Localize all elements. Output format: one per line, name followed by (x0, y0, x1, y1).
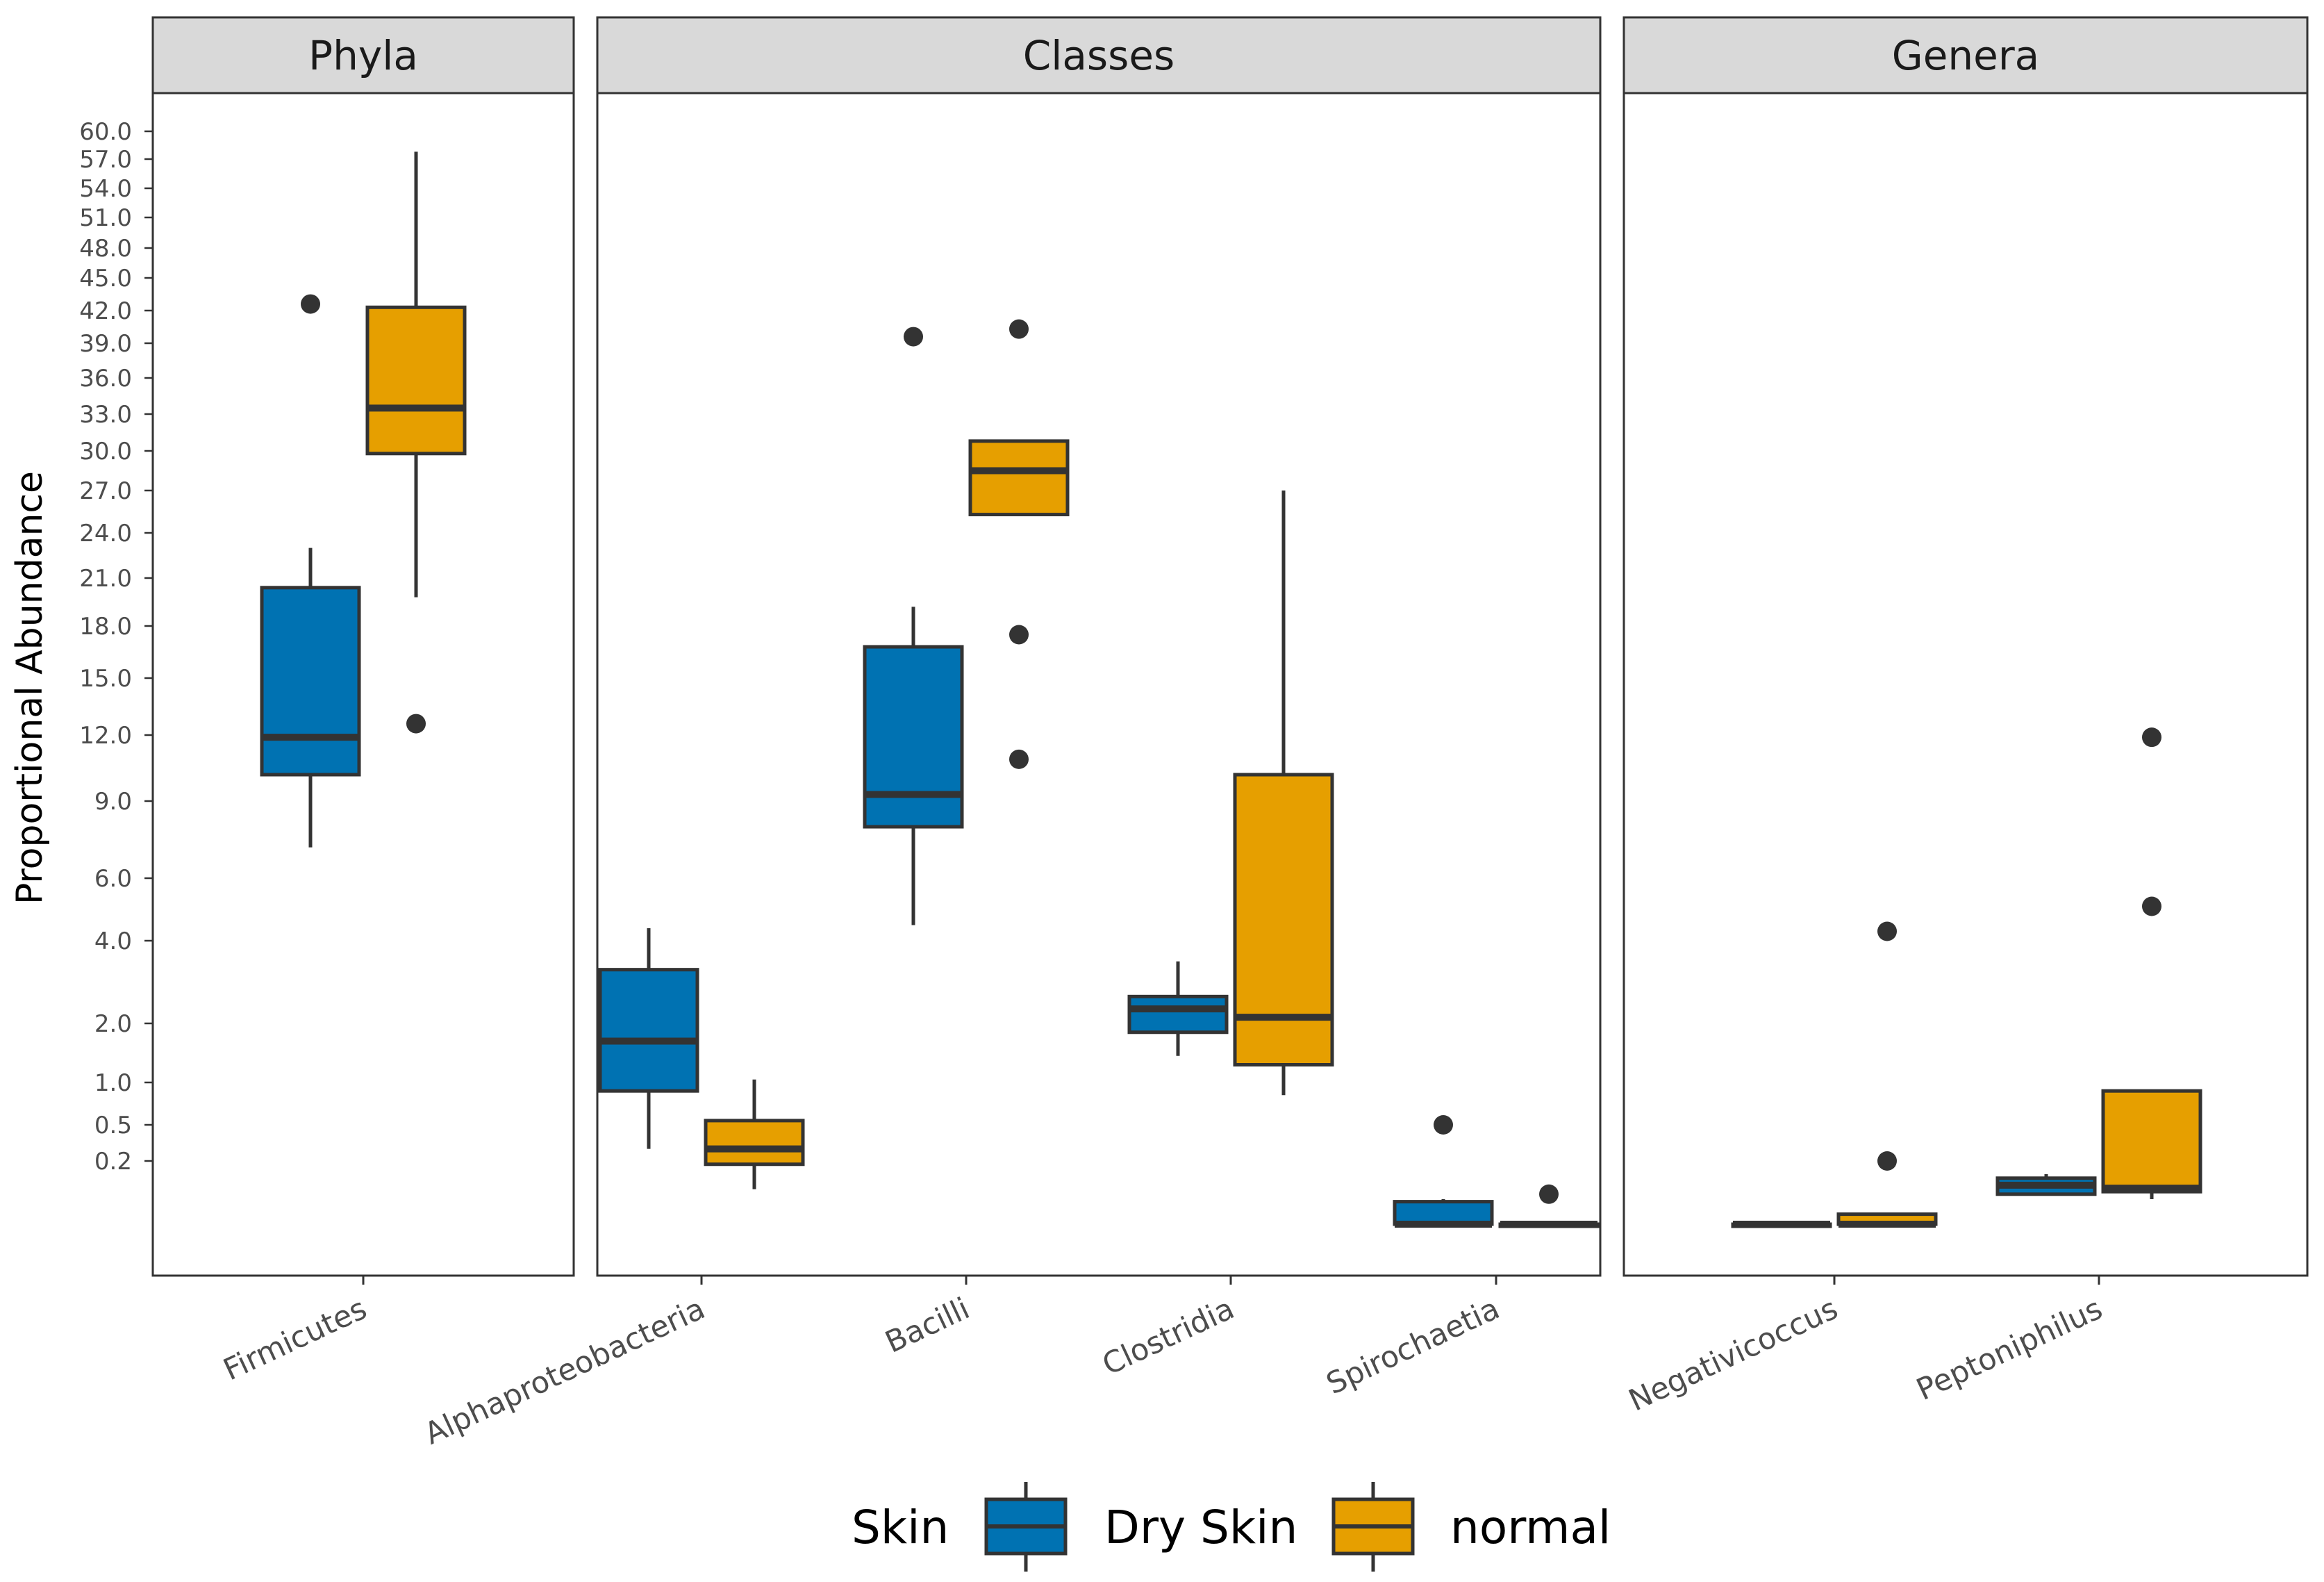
strip-box (596, 16, 1602, 94)
x-tick-label: Negativicoccus (1624, 1292, 1843, 1419)
outlier-point (1877, 1151, 1897, 1171)
legend: Skin Dry Skin normal (852, 1482, 1611, 1572)
panel-phyla: Phyla Firmicutes (151, 16, 575, 1388)
panel-classes: Classes Alphaproteobacteria Bacilli Clostri… (420, 16, 1602, 1452)
outlier-point (2142, 727, 2161, 748)
y-tick-label: 15.0 (79, 665, 132, 693)
panel-border (1622, 92, 2309, 1277)
y-tick-label: 4.0 (94, 928, 132, 955)
box-dry-skin-peptoniphilus (1995, 1174, 2097, 1196)
box-normal-clostridia (1233, 491, 1334, 1096)
outlier-point (1009, 319, 1029, 339)
box-body (1127, 994, 1229, 1035)
x-tick-label: Alphaproteobacteria (420, 1292, 711, 1452)
panel-border (596, 92, 1602, 1277)
y-tick-label: 51.0 (79, 204, 132, 232)
x-tick-label: Peptoniphilus (1911, 1292, 2108, 1408)
outlier-point (904, 327, 923, 347)
outlier-point (301, 294, 320, 314)
box-normal-negativicoccus (1836, 921, 1938, 1228)
legend-title: Skin (852, 1501, 949, 1554)
outlier-point (406, 714, 426, 734)
panel-genera: Genera Negativicoccus Peptoniphilus (1622, 16, 2309, 1419)
strip-title: Phyla (308, 32, 418, 79)
y-tick-label: 9.0 (94, 788, 132, 816)
strip-title: Genera (1892, 32, 2039, 79)
box-dry-skin-bacilli (863, 327, 964, 925)
outlier-point (1009, 625, 1029, 645)
outlier-point (2142, 896, 2161, 916)
outlier-point (1539, 1184, 1559, 1204)
y-tick-label: 33.0 (79, 401, 132, 429)
box-dry-skin-firmicutes (260, 294, 361, 848)
box-normal-alphaproteobacteria (704, 1079, 805, 1189)
box-body (968, 439, 1070, 517)
y-tick-label: 21.0 (79, 565, 132, 593)
box-dry-skin-alphaproteobacteria (598, 928, 699, 1149)
box-body (1393, 1200, 1494, 1226)
y-tick-label: 42.0 (79, 297, 132, 325)
box-body (863, 645, 964, 829)
y-tick-label: 60.0 (79, 118, 132, 146)
box-dry-skin-negativicoccus (1731, 1221, 1832, 1228)
y-axis: 0.2 0.5 1.0 2.0 4.0 6.0 9.0 12.0 15.0 18.0 21.0 24.… (79, 118, 153, 1176)
legend-label: Dry Skin (1104, 1501, 1297, 1554)
strip-box (151, 16, 575, 94)
y-tick-label: 39.0 (79, 330, 132, 358)
y-tick-label: 48.0 (79, 235, 132, 263)
y-tick-label: 12.0 (79, 722, 132, 750)
y-tick-label: 0.5 (94, 1112, 132, 1139)
y-tick-label: 0.2 (94, 1148, 132, 1176)
box-dry-skin-clostridia (1127, 961, 1229, 1056)
y-tick-label: 24.0 (79, 520, 132, 547)
y-tick-label: 45.0 (79, 265, 132, 292)
panel-background (1624, 93, 2307, 1276)
y-axis-label: Proportional Abundance (9, 471, 51, 905)
x-tick-label: Firmicutes (218, 1292, 372, 1388)
box-dry-skin-spirochaetia (1393, 1115, 1494, 1228)
y-tick-label: 57.0 (79, 146, 132, 174)
box-normal-peptoniphilus (2101, 727, 2202, 1199)
legend-item-normal: normal (1331, 1482, 1611, 1572)
y-tick-label: 1.0 (94, 1069, 132, 1097)
panels: Phyla Firmicutes Classes Alphaproteobacteri… (151, 16, 2309, 1452)
y-tick-label: 2.0 (94, 1010, 132, 1038)
x-tick-label: Bacilli (880, 1292, 974, 1360)
strip-title: Classes (1023, 32, 1175, 79)
y-tick-label: 30.0 (79, 438, 132, 465)
y-tick-label: 18.0 (79, 613, 132, 641)
box-normal-bacilli (968, 319, 1070, 769)
panel-background (597, 93, 1600, 1276)
box-normal-spirochaetia (1498, 1184, 1600, 1228)
y-tick-label: 27.0 (79, 477, 132, 505)
legend-item-dry-skin: Dry Skin (984, 1482, 1297, 1572)
box-body (1233, 773, 1334, 1066)
box-body (598, 968, 699, 1093)
x-tick-label: Spirochaetia (1321, 1292, 1504, 1402)
box-body (2101, 1089, 2202, 1194)
y-tick-label: 54.0 (79, 175, 132, 203)
strip-box (1622, 16, 2309, 94)
box-normal-firmicutes (365, 151, 467, 734)
panel-background (153, 93, 574, 1276)
outlier-point (1009, 749, 1029, 769)
y-tick-label: 6.0 (94, 865, 132, 893)
box-body (704, 1119, 805, 1167)
legend-label: normal (1450, 1501, 1611, 1554)
outlier-point (1877, 921, 1897, 941)
x-tick-label: Clostridia (1097, 1292, 1240, 1383)
box-body (365, 305, 467, 456)
outlier-point (1434, 1115, 1453, 1135)
y-tick-label: 36.0 (79, 365, 132, 393)
box-body (260, 586, 361, 777)
